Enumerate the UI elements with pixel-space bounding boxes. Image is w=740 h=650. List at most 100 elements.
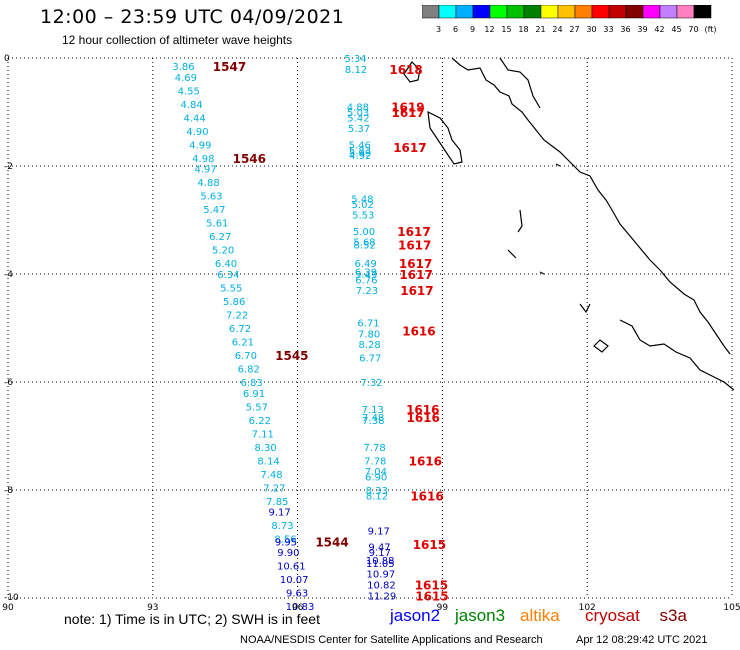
footer-timestamp: Apr 12 08:29:42 UTC 2021 [576, 634, 708, 646]
satellite-legend-jason3: jason3 [455, 606, 506, 625]
page-subtitle: 12 hour collection of altimeter wave hei… [62, 33, 293, 47]
wave-height-value: 5.46 [349, 140, 371, 151]
pass-number-label: 1544 [315, 535, 348, 549]
wave-height-value: 10.07 [280, 575, 309, 586]
wave-height-value: 9.63 [286, 589, 308, 600]
wave-height-value: 10.82 [367, 581, 396, 592]
pass-number-label: 1619 [391, 101, 424, 115]
wave-height-value: 7.22 [226, 311, 248, 322]
footer-note: note: 1) Time is in UTC; 2) SWH is in fe… [64, 611, 320, 627]
pass-number-label: 1617 [400, 284, 433, 298]
wave-height-value: 6.34 [217, 270, 239, 281]
wave-height-value: 9.17 [368, 527, 390, 538]
wave-height-value: 8.14 [257, 456, 279, 467]
wave-height-value: 6.22 [249, 416, 271, 427]
pass-number-label: 1617 [393, 141, 426, 155]
wave-height-value: 6.76 [355, 275, 377, 286]
y-tick-label: -2 [4, 162, 13, 172]
wave-height-value: 4.88 [197, 178, 219, 189]
x-tick-label: 96 [292, 603, 304, 613]
wave-height-value: 7.48 [260, 470, 282, 481]
wave-height-value: 5.53 [352, 211, 374, 222]
wave-height-value: 4.97 [195, 165, 217, 176]
wave-height-value: 5.57 [246, 402, 268, 413]
color-scale-swatch [455, 5, 474, 19]
color-scale-swatch [422, 5, 440, 19]
color-scale-swatch [693, 5, 712, 19]
color-scale-swatch [523, 5, 542, 19]
wave-height-value: 8.12 [345, 65, 367, 76]
page-title: 12:00 – 23:59 UTC 04/09/2021 [40, 6, 345, 28]
wave-height-value: 5.83 [349, 146, 371, 157]
wave-height-value: 6.83 [241, 378, 263, 389]
wave-height-value: 6.90 [365, 473, 387, 484]
pass-number-label: 1616 [409, 454, 442, 468]
wave-height-value: 6.71 [357, 319, 379, 330]
wave-height-value: 7.23 [356, 286, 378, 297]
wave-height-value: 6.91 [243, 389, 265, 400]
wave-height-value: 7.04 [365, 467, 387, 478]
wave-height-value: 5.42 [347, 113, 369, 124]
axes: 90 93 96 99 102 105 0 -2 -4 -6 -8 -10 [2, 54, 740, 613]
wave-height-value: 5.47 [203, 205, 225, 216]
color-scale-swatch [472, 5, 491, 19]
color-scale-swatch [659, 5, 678, 19]
wave-height-value: 10.83 [286, 602, 315, 613]
wave-height-value: 4.55 [178, 86, 200, 97]
wave-height-values: 3.864.69 4.55 4.84 4.44 4.90 4.99 4.984.97 4.88… [172, 54, 396, 613]
wave-height-value: 4.88 [347, 103, 369, 114]
color-scale-swatch [438, 5, 457, 19]
wave-height-value: 6.70 [235, 351, 257, 362]
wave-height-value: 6.77 [359, 354, 381, 365]
wave-height-value: 6.27 [209, 232, 231, 243]
wave-height-value: 7.32 [360, 378, 382, 389]
wave-height-value: 5.49 [349, 149, 371, 160]
pass-number-label: 1545 [275, 349, 308, 363]
color-scale-label: 24 [552, 25, 562, 34]
wave-height-value: 5.43 [355, 270, 377, 281]
coastline [403, 57, 735, 391]
wave-height-value: 5.20 [212, 246, 234, 257]
wave-height-value: 7.78 [364, 443, 386, 454]
color-scale-label: 3 [436, 25, 441, 34]
wave-height-value: 9.95 [275, 537, 297, 548]
color-scale-swatch [574, 5, 593, 19]
pass-number-label: 1616 [402, 325, 435, 339]
y-tick-label: -6 [4, 378, 13, 388]
wave-height-value: 5.86 [223, 297, 245, 308]
wave-height-value: 5.37 [348, 124, 370, 135]
wave-height-value: 8.30 [255, 443, 277, 454]
wave-height-value: 5.68 [353, 238, 375, 249]
pass-number-label: 1617 [399, 257, 432, 271]
wave-height-value: 6.82 [238, 365, 260, 376]
pass-number-label: 1547 [213, 60, 246, 74]
wave-height-value: 6.49 [354, 259, 376, 270]
wave-height-value: 5.02 [352, 200, 374, 211]
wave-height-value: 11.29 [368, 591, 397, 602]
wave-height-value: 4.84 [181, 100, 203, 111]
color-scale-label: 21 [535, 25, 545, 34]
pass-number-label: 1546 [233, 152, 266, 166]
wave-height-value: 7.85 [266, 497, 288, 508]
color-scale-label: 15 [501, 25, 511, 34]
wave-height-value: 4.92 [349, 151, 371, 162]
color-scale-label: 12 [484, 25, 494, 34]
wave-height-value: 9.90 [277, 548, 299, 559]
wave-height-value: 6.40 [215, 259, 237, 270]
y-tick-label: 0 [4, 54, 10, 64]
x-tick-label: 102 [579, 603, 596, 613]
y-tick-label: -10 [4, 593, 19, 603]
wave-height-value: 8.33 [366, 486, 388, 497]
x-tick-label: 105 [723, 603, 740, 613]
satellite-legend-jason2: jason2 [390, 606, 441, 625]
color-scale-label: (ft) [704, 25, 716, 34]
pass-number-label: 1617 [397, 225, 430, 239]
color-scale-swatch [489, 5, 508, 19]
wave-height-value: 8.52 [354, 240, 376, 251]
color-scale-label: 27 [569, 25, 579, 34]
color-scale-swatch [506, 5, 525, 19]
wave-height-value: 5.48 [351, 194, 373, 205]
color-scale-label: 36 [620, 25, 630, 34]
footer-credit: NOAA/NESDIS Center for Satellite Applica… [240, 634, 543, 646]
